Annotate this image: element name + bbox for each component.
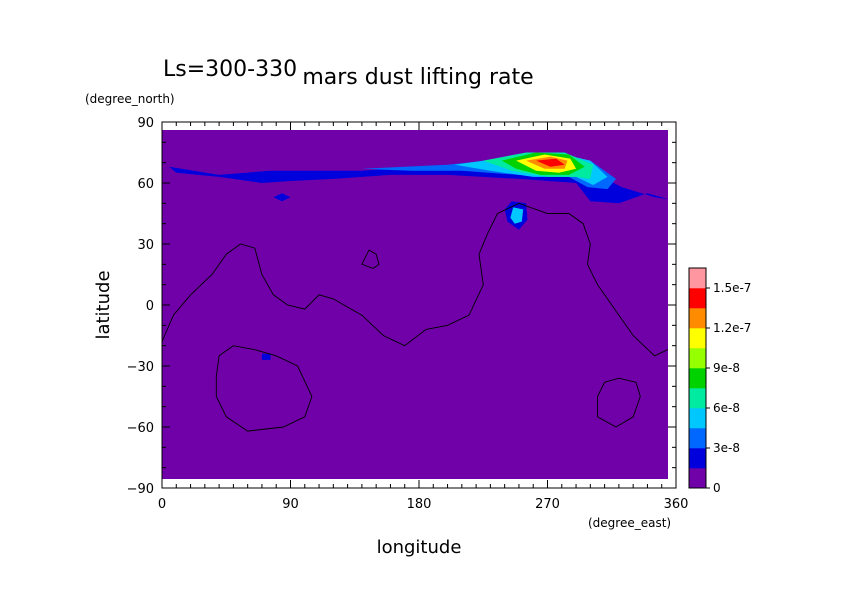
plot-area [161, 121, 677, 489]
colorbar-swatch [689, 328, 706, 349]
topography-contour [162, 202, 668, 357]
x-axis-unit: (degree_east) [588, 516, 671, 530]
field-region-north-band-level-9 [536, 158, 565, 167]
colorbar-tick-label: 3e-8 [713, 441, 740, 455]
x-tick-label: 270 [535, 497, 560, 512]
colorbar-swatch [689, 268, 706, 289]
colorbar-swatch [689, 348, 706, 369]
colorbar-swatch [689, 448, 706, 469]
x-tick-label: 180 [407, 497, 432, 512]
colorbar-swatch [689, 308, 706, 329]
colorbar-tick-label: 0 [713, 481, 721, 495]
colorbar: 0 3e-8 6e-8 9e-8 1.2e-7 1.5e-7 [688, 267, 751, 495]
topography-contour [215, 345, 313, 432]
topography-contour [361, 249, 380, 269]
y-tick-label: 0 [146, 299, 154, 314]
y-tick-label: −30 [127, 360, 154, 375]
colorbar-tick-label: 6e-8 [713, 401, 740, 415]
chart-subtitle: Ls=300-330 [163, 57, 297, 82]
topography-contour [597, 377, 641, 428]
colorbar-swatch [689, 368, 706, 389]
colorbar-tick-label: 9e-8 [713, 361, 740, 375]
colorbar-tick-label: 1.5e-7 [713, 281, 751, 295]
chart-title: mars dust lifting rate [302, 65, 533, 90]
x-tick-label: 90 [282, 497, 299, 512]
x-axis-ticks: 0 90 180 270 360 [158, 122, 689, 512]
colorbar-swatch [689, 468, 706, 489]
x-tick-label: 360 [664, 497, 689, 512]
y-axis-label: latitude [93, 270, 114, 339]
colorbar-swatch [689, 408, 706, 429]
field-region-small-spot-1-level-1 [273, 193, 291, 202]
y-tick-label: −60 [127, 421, 154, 436]
y-axis-unit: (degree_north) [85, 92, 175, 106]
x-tick-label: 0 [158, 497, 166, 512]
y-tick-label: 90 [137, 116, 154, 131]
y-tick-label: 30 [137, 238, 154, 253]
colorbar-swatch [689, 428, 706, 449]
y-tick-label: −90 [127, 482, 154, 497]
colorbar-frame [688, 267, 707, 489]
y-tick-label: 60 [137, 177, 154, 192]
colorbar-swatch [689, 388, 706, 409]
x-axis-label: longitude [377, 537, 462, 558]
colorbar-tick-label: 1.2e-7 [713, 321, 751, 335]
colorbar-swatch [689, 288, 706, 309]
y-axis-ticks: −90 −60 −30 0 30 60 90 [127, 116, 676, 497]
field-region-small-spot-2-level-1 [261, 353, 271, 360]
field-region-spot-north-level-3 [510, 207, 524, 224]
